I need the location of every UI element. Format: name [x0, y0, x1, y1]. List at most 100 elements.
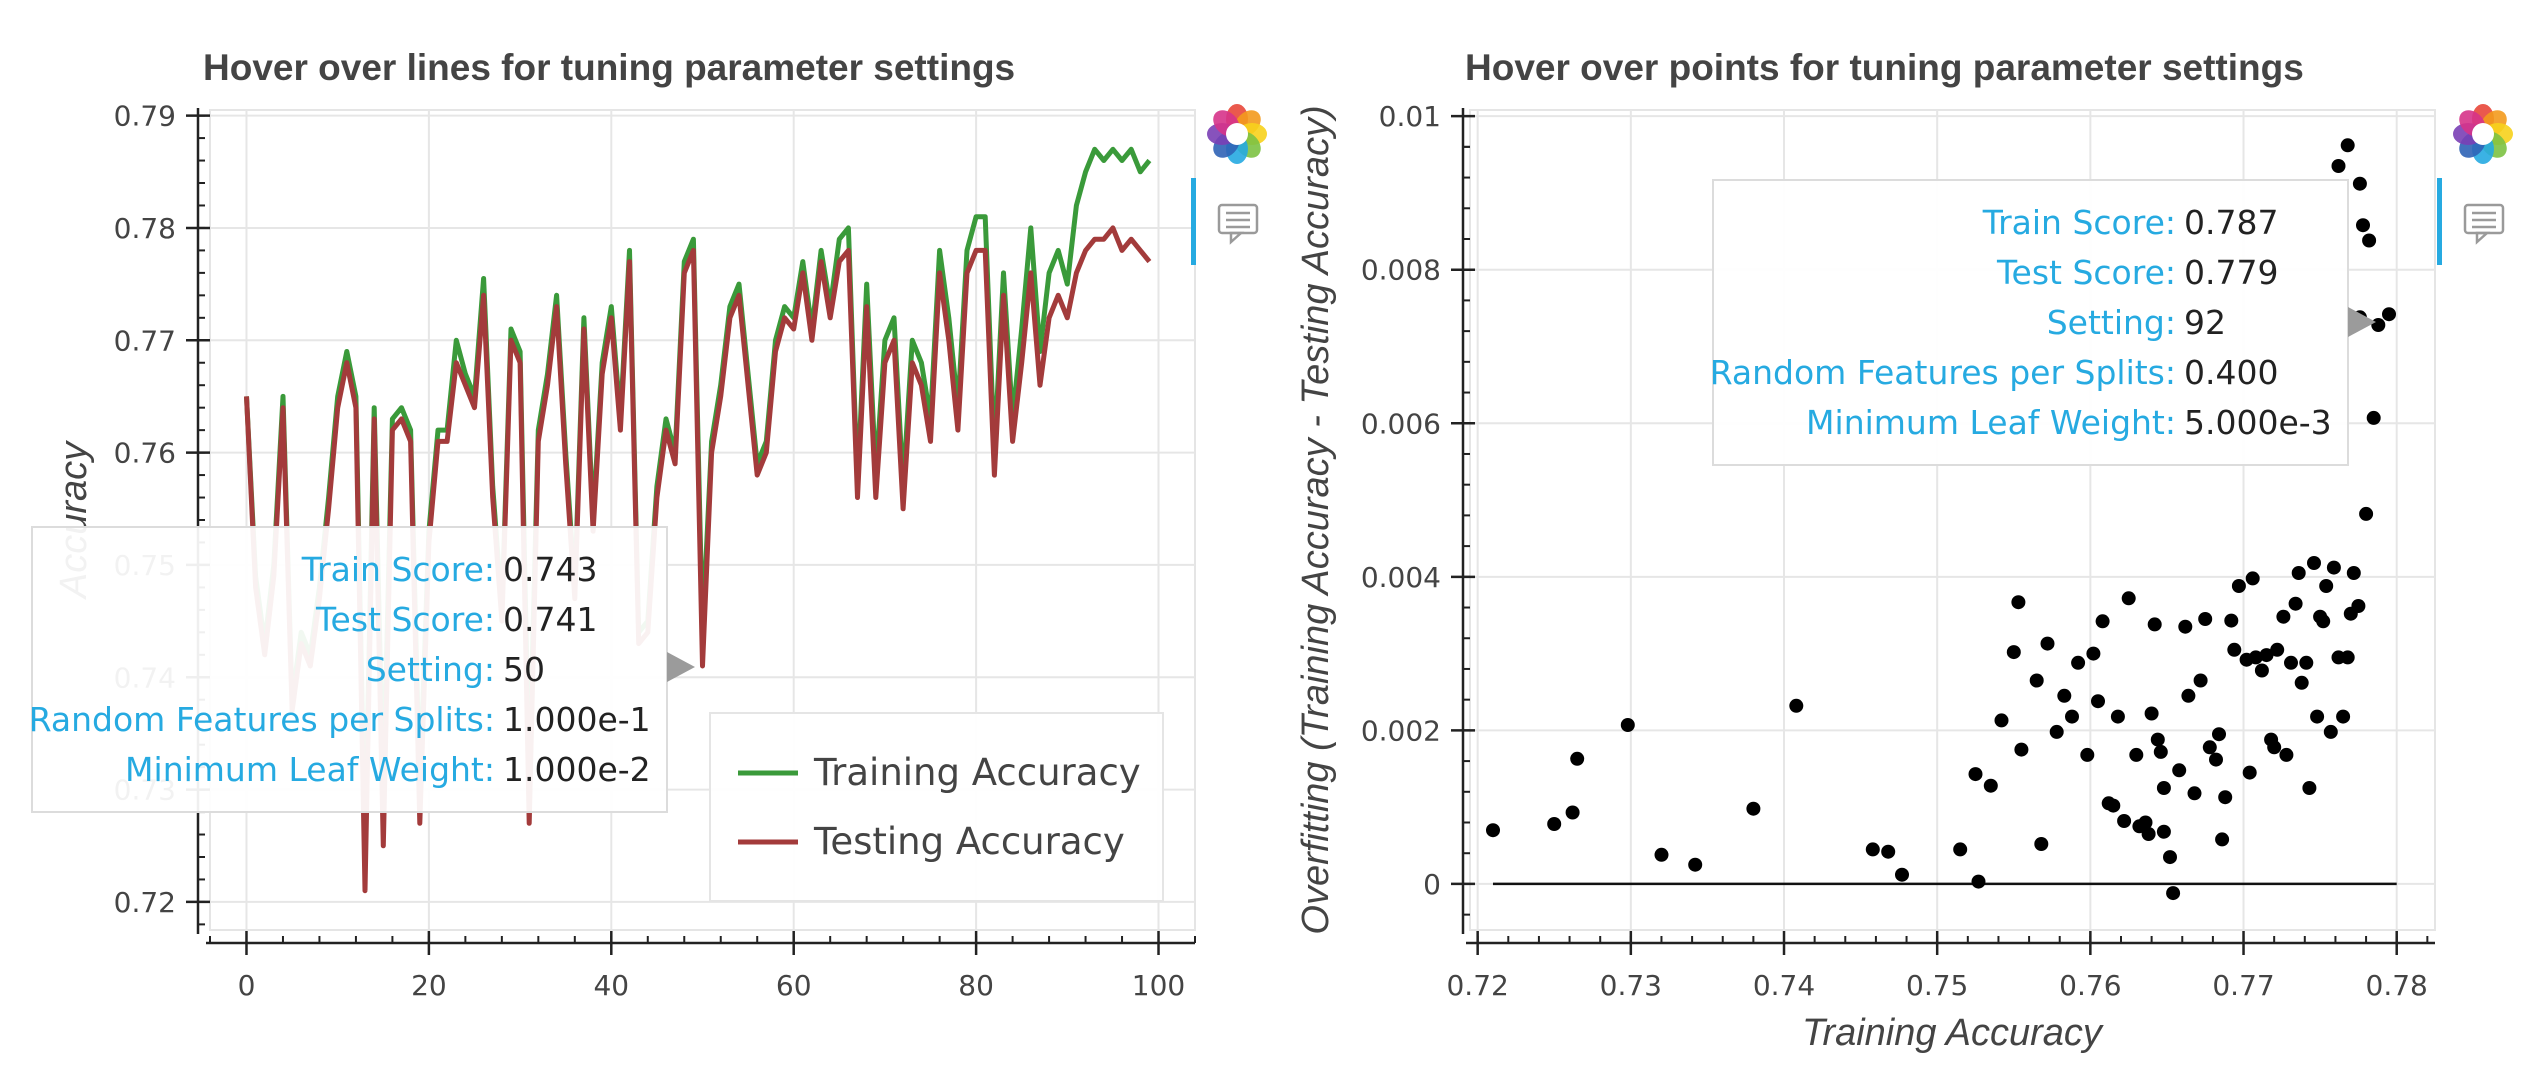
scatter-point[interactable] [2156, 781, 2171, 795]
scatter-point[interactable] [1971, 874, 1986, 889]
scatter-point[interactable] [2227, 642, 2242, 657]
scatter-point[interactable] [1746, 801, 1761, 816]
scatter-point[interactable] [2110, 709, 2125, 724]
scatter-point[interactable] [2040, 636, 2055, 651]
scatter-point[interactable] [2065, 709, 2079, 724]
scatter-point[interactable] [2340, 650, 2355, 665]
scatter-point[interactable] [2346, 566, 2361, 580]
scatter-point[interactable] [2276, 609, 2291, 624]
scatter-point[interactable] [2117, 814, 2132, 828]
scatter-point[interactable] [2259, 648, 2274, 663]
scatter-point[interactable] [2029, 673, 2044, 688]
scatter-point[interactable] [2319, 579, 2334, 593]
scatter-point[interactable] [2193, 673, 2208, 688]
scatter-point[interactable] [2352, 176, 2367, 191]
scatter-point[interactable] [2359, 506, 2374, 521]
hover-tool-icon[interactable] [1217, 203, 1259, 245]
scatter-point[interactable] [1565, 805, 1580, 820]
scatter-point[interactable] [2231, 579, 2246, 593]
scatter-point[interactable] [2153, 744, 2168, 759]
scatter-point[interactable] [2245, 571, 2260, 586]
scatter-point[interactable] [2106, 798, 2121, 813]
scatter-point[interactable] [2323, 724, 2338, 739]
scatter-point[interactable] [2215, 832, 2230, 847]
scatter-point[interactable] [2121, 591, 2136, 606]
scatter-point[interactable] [1983, 778, 1998, 793]
scatter-point[interactable] [1968, 767, 1983, 782]
scatter-point[interactable] [2310, 709, 2325, 724]
scatter-point[interactable] [1547, 817, 1562, 831]
hover-tool-icon[interactable] [2463, 203, 2505, 245]
scatter-point[interactable] [2166, 886, 2181, 901]
scatter-point[interactable] [2156, 824, 2171, 839]
scatter-point[interactable] [1789, 698, 1804, 713]
scatter-point[interactable] [2336, 709, 2351, 724]
scatter-point[interactable] [2288, 596, 2303, 611]
scatter-point[interactable] [2307, 556, 2321, 570]
scatter-point[interactable] [2080, 747, 2095, 762]
scatter-point[interactable] [2034, 837, 2049, 851]
scatter-point[interactable] [1994, 713, 2009, 728]
scatter-point[interactable] [2178, 619, 2193, 634]
scatter-point[interactable] [1881, 844, 1896, 859]
scatter-point[interactable] [2212, 727, 2226, 742]
scatter-point[interactable] [2049, 724, 2064, 739]
scatter-point[interactable] [2172, 763, 2187, 778]
scatter-point[interactable] [2141, 827, 2156, 841]
scatter-point[interactable] [1570, 751, 1585, 766]
scatter-point[interactable] [2147, 617, 2162, 632]
scatter-point[interactable] [1654, 847, 1669, 862]
scatter-point[interactable] [2279, 747, 2294, 762]
scatter-point[interactable] [2144, 706, 2159, 721]
scatter-point[interactable] [2071, 655, 2086, 670]
scatter-point[interactable] [2138, 815, 2153, 830]
scatter-point[interactable] [2316, 614, 2331, 629]
scatter-point[interactable] [2091, 694, 2105, 709]
scatter-point[interactable] [2382, 307, 2396, 322]
scatter-point[interactable] [2242, 765, 2257, 780]
scatter-point[interactable] [2351, 599, 2366, 613]
scatter-point[interactable] [2291, 566, 2306, 580]
scatter-point[interactable] [2218, 790, 2233, 805]
scatter-point[interactable] [2163, 850, 2177, 865]
scatter-point[interactable] [2356, 218, 2370, 233]
line-plot-series[interactable] [244, 146, 1152, 894]
scatter-point[interactable] [2095, 614, 2110, 629]
scatter-point[interactable] [2248, 650, 2263, 665]
scatter-point[interactable] [2198, 612, 2213, 626]
scatter-point[interactable] [2362, 233, 2377, 248]
scatter-point[interactable] [1953, 842, 1968, 857]
scatter-point[interactable] [1688, 857, 1703, 872]
scatter-point[interactable] [2340, 138, 2355, 153]
testing-accuracy-line[interactable] [244, 225, 1152, 894]
scatter-point[interactable] [2284, 655, 2298, 670]
scatter-point[interactable] [2202, 740, 2217, 755]
scatter-point[interactable] [2209, 752, 2223, 767]
scatter-plot-points[interactable] [1486, 138, 2397, 901]
scatter-point[interactable] [2086, 646, 2101, 661]
scatter-point[interactable] [2011, 595, 2026, 610]
scatter-point[interactable] [2187, 786, 2202, 801]
scatter-point[interactable] [2331, 159, 2346, 173]
scatter-point[interactable] [2371, 318, 2386, 332]
scatter-point[interactable] [2224, 613, 2239, 628]
scatter-point[interactable] [2294, 675, 2309, 690]
scatter-point[interactable] [2302, 781, 2317, 795]
scatter-point[interactable] [2270, 642, 2285, 657]
scatter-point[interactable] [2366, 410, 2381, 425]
scatter-point[interactable] [1620, 718, 1635, 732]
scatter-point[interactable] [2057, 688, 2072, 703]
scatter-point[interactable] [2006, 645, 2021, 660]
scatter-point[interactable] [2267, 740, 2282, 755]
scatter-point[interactable] [2150, 732, 2165, 747]
bokeh-logo-icon[interactable] [1207, 104, 1267, 164]
scatter-point[interactable] [1895, 867, 1909, 882]
scatter-point[interactable] [2129, 747, 2144, 762]
scatter-point[interactable] [2326, 560, 2341, 575]
scatter-point[interactable] [2299, 655, 2314, 670]
bokeh-logo-icon[interactable] [2453, 104, 2513, 164]
scatter-point[interactable] [1486, 823, 1500, 838]
scatter-point[interactable] [2181, 688, 2196, 703]
scatter-point[interactable] [2014, 742, 2029, 757]
scatter-point[interactable] [1865, 842, 1880, 857]
